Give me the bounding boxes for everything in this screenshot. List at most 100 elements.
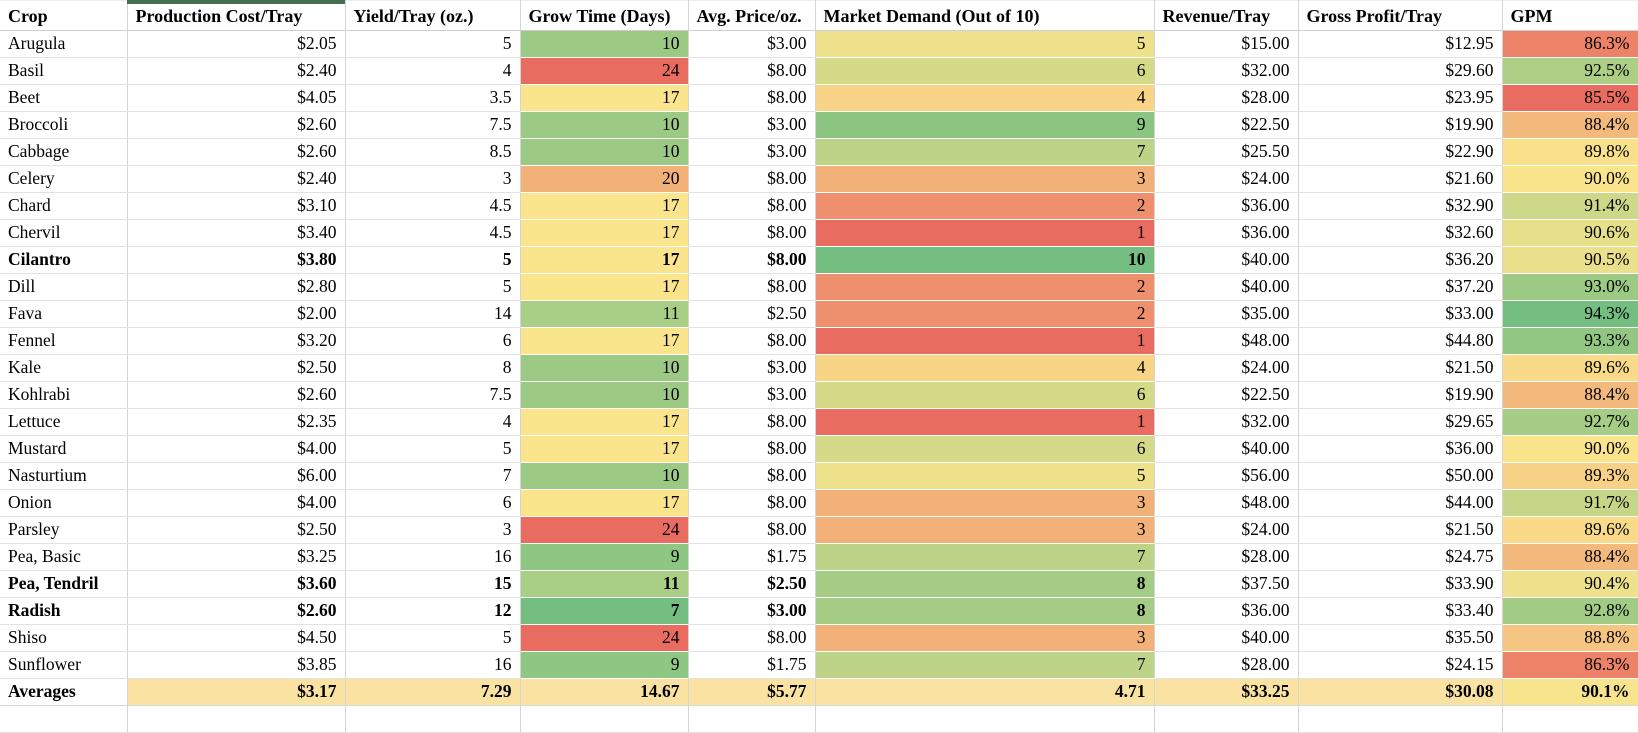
cell-sunflower-demand[interactable]: 7 [815, 651, 1155, 679]
cell-celery-yield[interactable]: 3 [345, 165, 521, 193]
cell-pea-tendril-demand[interactable]: 8 [815, 570, 1155, 598]
cell-chervil-crop[interactable]: Chervil [0, 219, 128, 247]
cell-beet-cost[interactable]: $4.05 [127, 84, 346, 112]
cell-parsley-gpm[interactable]: 89.6% [1502, 516, 1638, 544]
cell-cilantro-yield[interactable]: 5 [345, 246, 521, 274]
cell-chard-revenue[interactable]: $36.00 [1154, 192, 1299, 220]
cell-lettuce-grow[interactable]: 17 [520, 408, 689, 436]
cell-broccoli-profit[interactable]: $19.90 [1298, 111, 1503, 139]
cell-sunflower-grow[interactable]: 9 [520, 651, 689, 679]
cell-cilantro-revenue[interactable]: $40.00 [1154, 246, 1299, 274]
cell-basil-revenue[interactable]: $32.00 [1154, 57, 1299, 85]
cell-pea-basic-yield[interactable]: 16 [345, 543, 521, 571]
cell-nasturtium-yield[interactable]: 7 [345, 462, 521, 490]
cell-nasturtium-grow[interactable]: 10 [520, 462, 689, 490]
cell-shiso-yield[interactable]: 5 [345, 624, 521, 652]
cell-pea-basic-price[interactable]: $1.75 [688, 543, 816, 571]
cell-cilantro-profit[interactable]: $36.20 [1298, 246, 1503, 274]
cell-empty-price[interactable] [688, 705, 816, 733]
cell-celery-grow[interactable]: 20 [520, 165, 689, 193]
cell-parsley-yield[interactable]: 3 [345, 516, 521, 544]
cell-basil-gpm[interactable]: 92.5% [1502, 57, 1638, 85]
cell-kale-crop[interactable]: Kale [0, 354, 128, 382]
column-header-crop[interactable]: Crop [0, 0, 128, 31]
column-header-price[interactable]: Avg. Price/oz. [688, 0, 816, 31]
cell-fava-profit[interactable]: $33.00 [1298, 300, 1503, 328]
cell-kale-gpm[interactable]: 89.6% [1502, 354, 1638, 382]
cell-kohlrabi-demand[interactable]: 6 [815, 381, 1155, 409]
cell-averages-profit[interactable]: $30.08 [1298, 678, 1503, 706]
cell-empty-profit[interactable] [1298, 705, 1503, 733]
cell-arugula-cost[interactable]: $2.05 [127, 30, 346, 58]
cell-celery-price[interactable]: $8.00 [688, 165, 816, 193]
cell-fava-price[interactable]: $2.50 [688, 300, 816, 328]
cell-fennel-price[interactable]: $8.00 [688, 327, 816, 355]
cell-empty-gpm[interactable] [1502, 705, 1638, 733]
cell-basil-price[interactable]: $8.00 [688, 57, 816, 85]
cell-mustard-yield[interactable]: 5 [345, 435, 521, 463]
cell-kale-cost[interactable]: $2.50 [127, 354, 346, 382]
cell-beet-revenue[interactable]: $28.00 [1154, 84, 1299, 112]
cell-basil-profit[interactable]: $29.60 [1298, 57, 1503, 85]
cell-onion-crop[interactable]: Onion [0, 489, 128, 517]
cell-parsley-revenue[interactable]: $24.00 [1154, 516, 1299, 544]
cell-pea-basic-gpm[interactable]: 88.4% [1502, 543, 1638, 571]
cell-radish-yield[interactable]: 12 [345, 597, 521, 625]
cell-radish-demand[interactable]: 8 [815, 597, 1155, 625]
cell-kale-revenue[interactable]: $24.00 [1154, 354, 1299, 382]
cell-cabbage-profit[interactable]: $22.90 [1298, 138, 1503, 166]
cell-cabbage-gpm[interactable]: 89.8% [1502, 138, 1638, 166]
cell-pea-tendril-yield[interactable]: 15 [345, 570, 521, 598]
cell-parsley-crop[interactable]: Parsley [0, 516, 128, 544]
cell-sunflower-price[interactable]: $1.75 [688, 651, 816, 679]
cell-cilantro-grow[interactable]: 17 [520, 246, 689, 274]
cell-cabbage-cost[interactable]: $2.60 [127, 138, 346, 166]
cell-onion-demand[interactable]: 3 [815, 489, 1155, 517]
cell-empty-grow[interactable] [520, 705, 689, 733]
column-header-yield[interactable]: Yield/Tray (oz.) [345, 0, 521, 31]
cell-pea-basic-crop[interactable]: Pea, Basic [0, 543, 128, 571]
cell-arugula-price[interactable]: $3.00 [688, 30, 816, 58]
cell-cilantro-cost[interactable]: $3.80 [127, 246, 346, 274]
cell-shiso-profit[interactable]: $35.50 [1298, 624, 1503, 652]
cell-parsley-cost[interactable]: $2.50 [127, 516, 346, 544]
cell-chard-price[interactable]: $8.00 [688, 192, 816, 220]
cell-arugula-crop[interactable]: Arugula [0, 30, 128, 58]
cell-sunflower-cost[interactable]: $3.85 [127, 651, 346, 679]
cell-pea-tendril-gpm[interactable]: 90.4% [1502, 570, 1638, 598]
cell-basil-demand[interactable]: 6 [815, 57, 1155, 85]
cell-sunflower-gpm[interactable]: 86.3% [1502, 651, 1638, 679]
cell-pea-basic-demand[interactable]: 7 [815, 543, 1155, 571]
cell-radish-profit[interactable]: $33.40 [1298, 597, 1503, 625]
cell-cilantro-gpm[interactable]: 90.5% [1502, 246, 1638, 274]
cell-arugula-yield[interactable]: 5 [345, 30, 521, 58]
cell-nasturtium-price[interactable]: $8.00 [688, 462, 816, 490]
cell-beet-yield[interactable]: 3.5 [345, 84, 521, 112]
cell-cabbage-price[interactable]: $3.00 [688, 138, 816, 166]
cell-cilantro-demand[interactable]: 10 [815, 246, 1155, 274]
cell-cilantro-price[interactable]: $8.00 [688, 246, 816, 274]
cell-celery-crop[interactable]: Celery [0, 165, 128, 193]
column-header-grow[interactable]: Grow Time (Days) [520, 0, 689, 31]
column-header-gpm[interactable]: GPM [1502, 0, 1638, 31]
cell-shiso-cost[interactable]: $4.50 [127, 624, 346, 652]
cell-fava-revenue[interactable]: $35.00 [1154, 300, 1299, 328]
cell-averages-grow[interactable]: 14.67 [520, 678, 689, 706]
cell-kohlrabi-profit[interactable]: $19.90 [1298, 381, 1503, 409]
cell-fennel-cost[interactable]: $3.20 [127, 327, 346, 355]
cell-onion-profit[interactable]: $44.00 [1298, 489, 1503, 517]
cell-arugula-demand[interactable]: 5 [815, 30, 1155, 58]
cell-kohlrabi-price[interactable]: $3.00 [688, 381, 816, 409]
cell-arugula-revenue[interactable]: $15.00 [1154, 30, 1299, 58]
cell-onion-grow[interactable]: 17 [520, 489, 689, 517]
cell-fennel-profit[interactable]: $44.80 [1298, 327, 1503, 355]
cell-broccoli-yield[interactable]: 7.5 [345, 111, 521, 139]
cell-empty-crop[interactable] [0, 705, 128, 733]
cell-dill-yield[interactable]: 5 [345, 273, 521, 301]
cell-lettuce-crop[interactable]: Lettuce [0, 408, 128, 436]
cell-dill-demand[interactable]: 2 [815, 273, 1155, 301]
cell-beet-demand[interactable]: 4 [815, 84, 1155, 112]
cell-chard-gpm[interactable]: 91.4% [1502, 192, 1638, 220]
cell-empty-demand[interactable] [815, 705, 1155, 733]
cell-chard-crop[interactable]: Chard [0, 192, 128, 220]
